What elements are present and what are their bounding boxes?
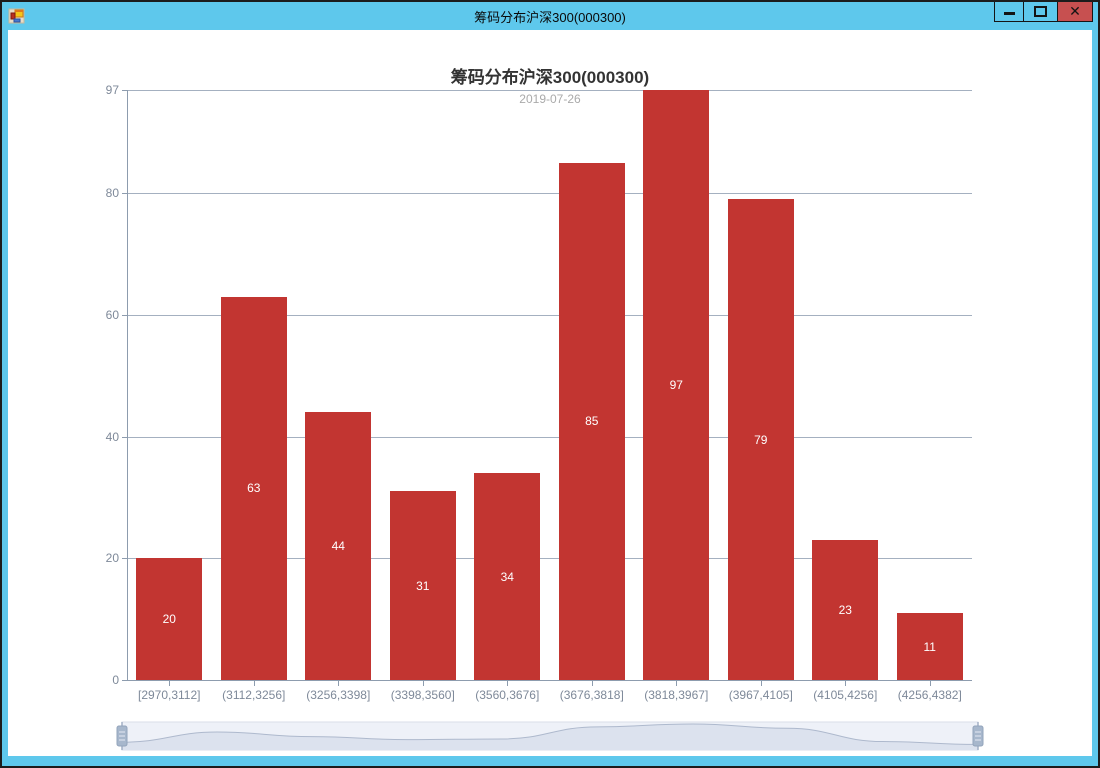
bar[interactable] — [896, 613, 963, 680]
x-axis-tick — [422, 681, 424, 686]
bar[interactable] — [389, 491, 456, 680]
y-gridline — [127, 558, 972, 560]
bar-value-label: 85 — [585, 414, 599, 429]
x-axis-tick — [929, 681, 931, 686]
x-axis-tick — [676, 681, 678, 686]
y-axis-label: 60 — [105, 308, 119, 323]
y-axis-tick — [122, 558, 127, 560]
bar-value-label: 11 — [923, 639, 936, 654]
window-title: 筹码分布沪深300(000300) — [474, 10, 626, 25]
x-axis-label: (3256,3398] — [306, 688, 371, 702]
bar-value-label: 23 — [838, 603, 852, 618]
x-axis-tick — [169, 681, 171, 686]
bar[interactable] — [474, 473, 541, 680]
datazoom-slider[interactable] — [116, 721, 984, 751]
chart-title: 筹码分布沪深300(000300) — [450, 68, 650, 87]
y-axis-label: 97 — [105, 83, 119, 97]
x-axis-tick — [591, 681, 593, 686]
bar[interactable] — [643, 90, 710, 680]
bar-value-label: 34 — [500, 569, 514, 584]
maximize-icon — [1034, 5, 1047, 17]
bar[interactable] — [727, 199, 794, 680]
x-axis-label: (4256,4382] — [897, 688, 962, 702]
y-axis-line — [127, 90, 128, 680]
x-axis-tick — [253, 681, 255, 686]
x-axis-label: (3676,3818] — [559, 688, 624, 702]
maximize-button[interactable] — [1023, 2, 1058, 22]
datazoom-data-shadow-area — [122, 724, 978, 750]
bar-value-label: 63 — [247, 481, 261, 496]
bar-value-label: 44 — [331, 539, 345, 554]
y-axis-label: 0 — [112, 673, 119, 687]
chart-area: 筹码分布沪深300(000300) 2019-07-26 0 20 40 60 80 97… — [8, 30, 1092, 756]
minimize-icon — [1003, 11, 1015, 15]
x-axis-label: (3398,3560] — [390, 688, 455, 702]
window-controls: ✕ — [994, 2, 1093, 22]
y-gridline — [127, 193, 972, 195]
x-axis-label: (3967,4105] — [728, 688, 793, 702]
app-icon — [8, 7, 26, 25]
y-axis-tick — [122, 680, 127, 681]
x-axis-label: (4105,4256] — [813, 688, 878, 702]
y-axis-label: 40 — [105, 429, 119, 444]
chart-subtitle: 2019-07-26 — [519, 92, 581, 106]
y-gridline — [127, 436, 972, 438]
minimize-button[interactable] — [994, 2, 1024, 22]
y-axis-tick — [122, 315, 127, 317]
x-axis-label: (3560,3676] — [475, 688, 540, 702]
x-axis-label: [2970,3112] — [137, 688, 201, 702]
y-axis-label: 20 — [105, 551, 119, 566]
bar[interactable] — [305, 412, 372, 680]
x-axis-label: (3818,3967] — [644, 688, 709, 702]
bar-value-label: 20 — [162, 612, 176, 627]
bar[interactable] — [812, 540, 879, 680]
y-axis-tick — [122, 90, 127, 91]
bar[interactable] — [558, 162, 625, 680]
datazoom-data-shadow-line — [121, 723, 979, 745]
x-axis-tick — [338, 681, 340, 686]
x-axis-tick — [845, 681, 847, 686]
bar[interactable] — [136, 558, 203, 680]
y-gridline — [127, 315, 972, 317]
close-button[interactable]: ✕ — [1057, 2, 1093, 22]
x-axis-tick — [760, 681, 762, 686]
y-axis-tick — [122, 436, 127, 438]
x-axis-tick — [507, 681, 509, 686]
close-icon: ✕ — [1069, 3, 1081, 19]
y-axis-tick — [122, 193, 127, 195]
x-axis-label: (3112,3256] — [222, 688, 286, 702]
y-gridline — [127, 90, 972, 91]
y-axis-label: 80 — [105, 186, 119, 201]
bar-value-label: 97 — [669, 378, 683, 392]
bar-value-label: 79 — [754, 432, 768, 447]
titlebar[interactable]: 筹码分布沪深300(000300) ✕ — [2, 2, 1098, 30]
bar[interactable] — [220, 296, 287, 680]
bar-value-label: 31 — [416, 578, 430, 593]
x-axis-line — [127, 680, 972, 681]
